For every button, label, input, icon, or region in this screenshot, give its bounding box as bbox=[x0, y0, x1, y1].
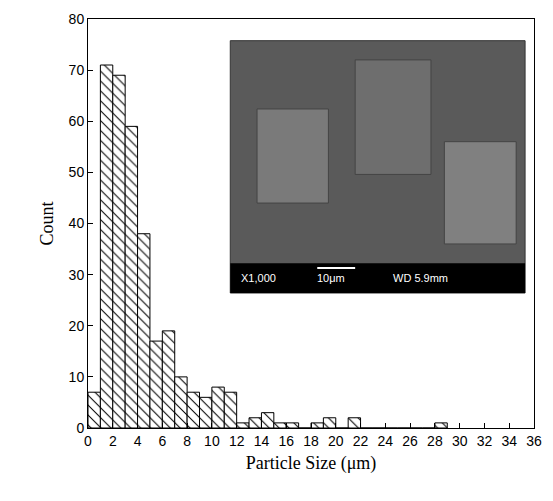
svg-text:Particle Size (μm): Particle Size (μm) bbox=[246, 453, 377, 474]
svg-text:18: 18 bbox=[303, 433, 319, 449]
svg-text:0: 0 bbox=[76, 420, 84, 436]
svg-text:X1,000: X1,000 bbox=[241, 272, 276, 284]
svg-text:30: 30 bbox=[452, 433, 468, 449]
svg-text:20: 20 bbox=[69, 318, 85, 334]
svg-text:WD 5.9mm: WD 5.9mm bbox=[393, 272, 448, 284]
svg-text:20: 20 bbox=[328, 433, 344, 449]
svg-text:16: 16 bbox=[278, 433, 294, 449]
svg-text:4: 4 bbox=[134, 433, 142, 449]
svg-text:2: 2 bbox=[109, 433, 117, 449]
svg-text:12: 12 bbox=[229, 433, 245, 449]
svg-text:40: 40 bbox=[69, 215, 85, 231]
svg-text:50: 50 bbox=[69, 164, 85, 180]
svg-text:60: 60 bbox=[69, 113, 85, 129]
svg-text:70: 70 bbox=[69, 62, 85, 78]
svg-text:32: 32 bbox=[477, 433, 493, 449]
svg-text:Count: Count bbox=[37, 201, 57, 245]
svg-text:8: 8 bbox=[183, 433, 191, 449]
svg-text:10: 10 bbox=[204, 433, 220, 449]
svg-text:10μm: 10μm bbox=[317, 272, 345, 284]
svg-text:24: 24 bbox=[378, 433, 394, 449]
svg-text:80: 80 bbox=[69, 11, 85, 27]
svg-text:22: 22 bbox=[353, 433, 369, 449]
svg-text:10: 10 bbox=[69, 369, 85, 385]
svg-text:34: 34 bbox=[501, 433, 517, 449]
svg-text:6: 6 bbox=[158, 433, 166, 449]
svg-text:26: 26 bbox=[402, 433, 418, 449]
svg-text:36: 36 bbox=[526, 433, 542, 449]
svg-text:14: 14 bbox=[254, 433, 270, 449]
svg-text:0: 0 bbox=[84, 433, 92, 449]
svg-text:30: 30 bbox=[69, 267, 85, 283]
svg-text:28: 28 bbox=[427, 433, 443, 449]
